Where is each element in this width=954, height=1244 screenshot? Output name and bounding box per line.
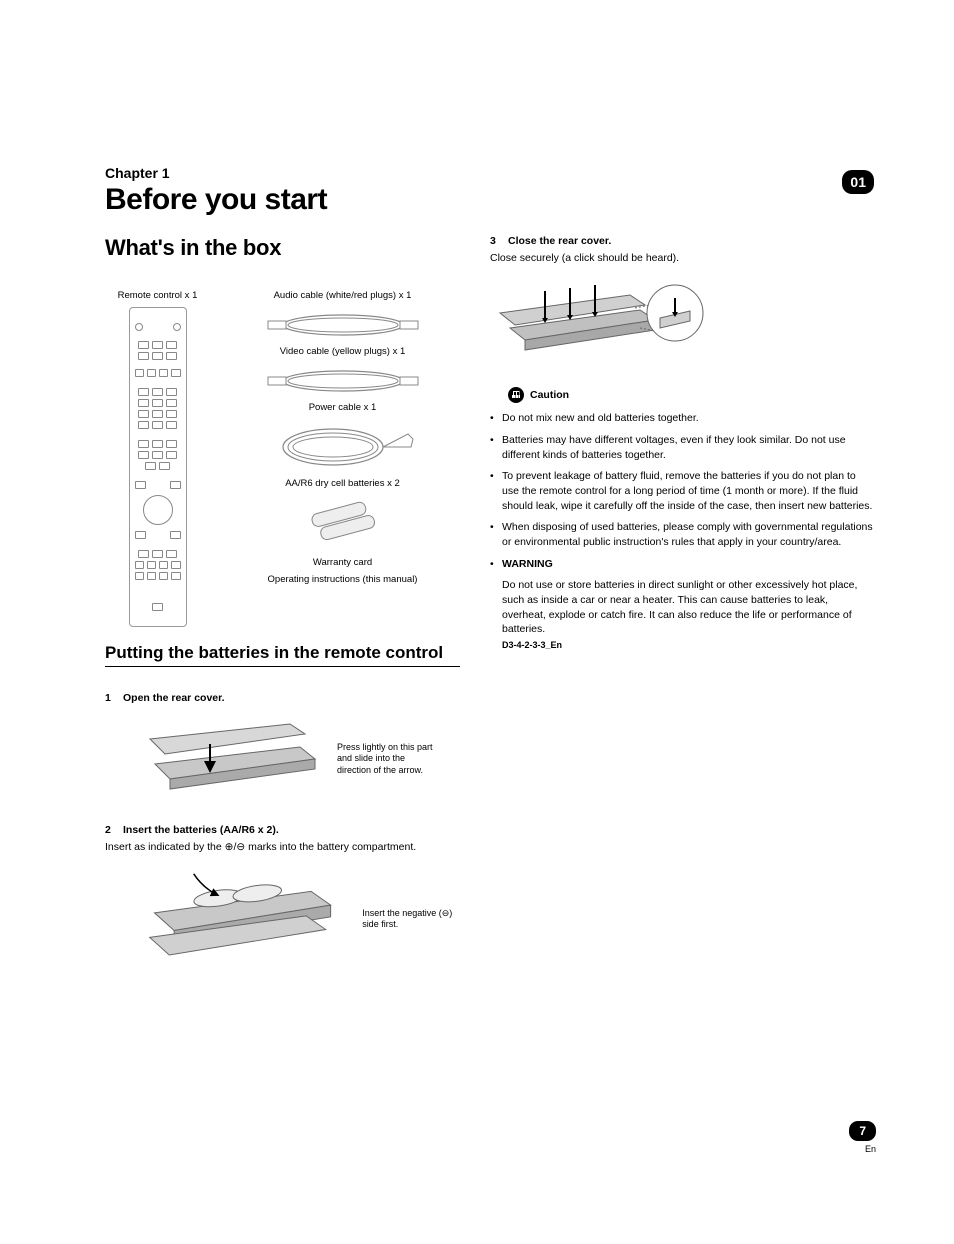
caution-label: Caution	[530, 389, 569, 401]
step1-caption: Press lightly on this part and slide int…	[337, 742, 437, 777]
audio-cable-label: Audio cable (white/red plugs) x 1	[225, 290, 460, 301]
step1-illustration	[135, 714, 325, 804]
step2-caption: Insert the negative (⊖) side first.	[362, 908, 460, 931]
chapter-badge: 01	[842, 170, 874, 194]
chapter-header: Chapter 1 Before you start 01	[105, 165, 874, 217]
power-cable-illustration	[263, 419, 423, 474]
caution-item: When disposing of used batteries, please…	[490, 520, 874, 549]
batteries-illustration	[298, 495, 388, 545]
step2-illustration	[135, 864, 350, 974]
audio-cable-illustration	[263, 307, 423, 342]
remote-illustration	[129, 307, 187, 627]
box-contents: Remote control x 1	[105, 286, 460, 627]
caution-warning: WARNING	[490, 557, 874, 572]
doc-code: D3-4-2-3-3_En	[490, 640, 874, 650]
chapter-title: Before you start	[105, 183, 874, 217]
section-title-box: What's in the box	[105, 235, 460, 261]
page-lang: En	[849, 1144, 876, 1154]
step3-illustration	[490, 273, 710, 373]
power-cable-label: Power cable x 1	[225, 402, 460, 413]
caution-item: Do not mix new and old batteries togethe…	[490, 411, 874, 426]
caution-header: Caution	[508, 387, 874, 403]
warning-text: Do not use or store batteries in direct …	[490, 578, 874, 637]
step2-heading: 2Insert the batteries (AA/R6 x 2).	[105, 824, 460, 836]
manual-label: Operating instructions (this manual)	[225, 574, 460, 585]
caution-item: To prevent leakage of battery fluid, rem…	[490, 469, 874, 513]
page-footer: 7 En	[849, 1121, 876, 1154]
step3-text: Close securely (a click should be heard)…	[490, 251, 874, 265]
video-cable-label: Video cable (yellow plugs) x 1	[225, 346, 460, 357]
step2-text: Insert as indicated by the ⊕/⊖ marks int…	[105, 840, 460, 854]
warranty-label: Warranty card	[225, 557, 460, 568]
subsection-batteries: Putting the batteries in the remote cont…	[105, 642, 460, 667]
step3-heading: 3Close the rear cover.	[490, 235, 874, 247]
batteries-label: AA/R6 dry cell batteries x 2	[225, 478, 460, 489]
page-number: 7	[849, 1121, 876, 1141]
caution-list: Do not mix new and old batteries togethe…	[490, 411, 874, 571]
step1-heading: 1Open the rear cover.	[105, 692, 460, 704]
remote-label: Remote control x 1	[105, 290, 210, 301]
chapter-label: Chapter 1	[105, 165, 874, 181]
caution-item: Batteries may have different voltages, e…	[490, 433, 874, 462]
caution-icon	[508, 387, 524, 403]
video-cable-illustration	[263, 363, 423, 398]
